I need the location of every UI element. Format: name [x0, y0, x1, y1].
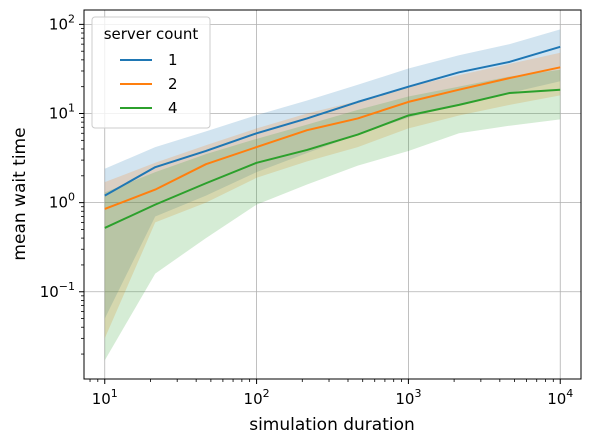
axis-ticks: [79, 23, 561, 384]
line-series-2: [104, 66, 561, 210]
band-series-4: [104, 69, 561, 361]
legend-items: 1 2 4: [120, 51, 178, 117]
y-tick-label: 10−1: [40, 280, 75, 301]
legend-label-2: 2: [168, 75, 178, 93]
y-tick-label: 101: [49, 102, 75, 123]
plot-frame: [83, 9, 582, 380]
y-axis-label: mean wait time: [10, 127, 30, 260]
x-axis-label: simulation duration: [249, 415, 415, 435]
legend-label-1: 1: [168, 51, 178, 69]
y-tick-label: 100: [49, 191, 75, 212]
tick-labels: 101 102 103 104 10−1 100 101 102: [40, 12, 574, 408]
series-lines: [104, 45, 561, 229]
line-series-4: [104, 88, 561, 229]
legend-title: server count: [104, 25, 199, 43]
line-series-1: [104, 45, 561, 197]
x-tick-label: 103: [395, 387, 421, 408]
x-tick-label: 101: [92, 387, 118, 408]
legend-label-4: 4: [168, 99, 178, 117]
band-series-1: [104, 29, 561, 319]
x-tick-label: 102: [244, 387, 270, 408]
legend-box: [91, 16, 211, 129]
x-tick-label: 104: [547, 387, 573, 408]
legend: server count 1 2 4: [91, 16, 211, 129]
y-tick-label: 102: [49, 12, 75, 33]
